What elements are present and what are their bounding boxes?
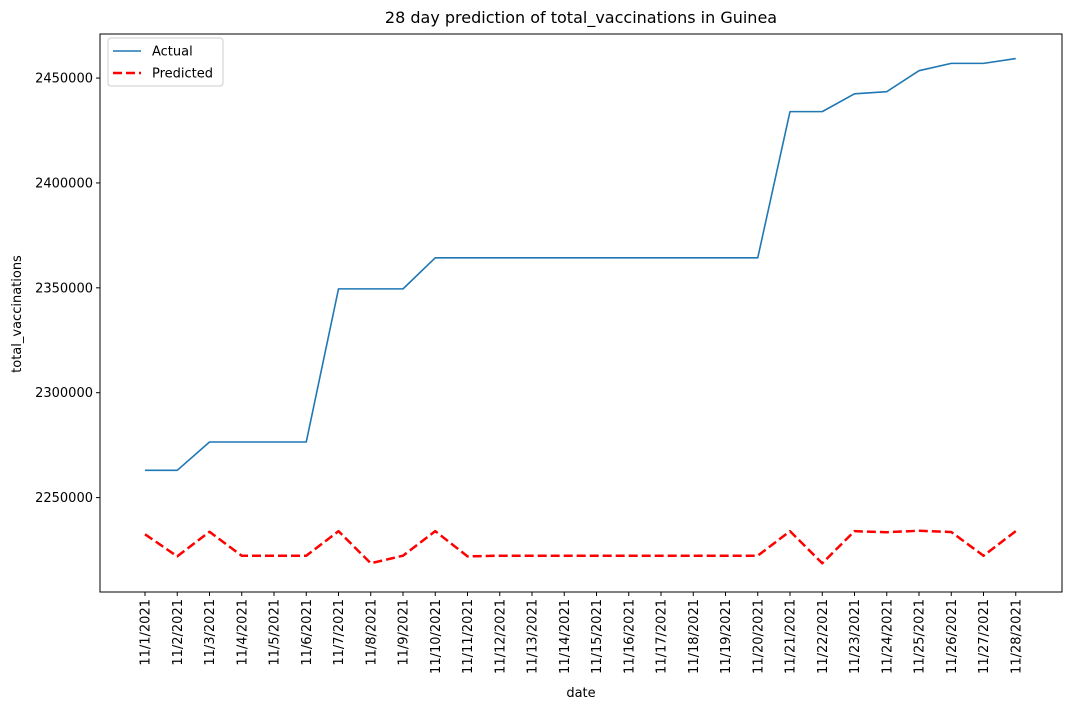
series-line-predicted: [144, 529, 1017, 565]
x-tick-label: 11/13/2021: [526, 599, 541, 674]
x-tick-label: 11/14/2021: [558, 599, 573, 674]
x-tick-label: 11/20/2021: [751, 599, 766, 674]
x-tick-label: 11/12/2021: [493, 599, 508, 674]
y-tick-label: 2400000: [35, 176, 93, 191]
y-tick-label: 2350000: [35, 281, 93, 296]
x-tick-label: 11/24/2021: [880, 599, 895, 674]
x-tick-label: 11/26/2021: [945, 599, 960, 674]
x-tick-label: 11/5/2021: [268, 599, 283, 666]
plot-frame: [99, 33, 1063, 593]
y-tick-label: 2250000: [35, 491, 93, 506]
x-tick-label: 11/23/2021: [848, 599, 863, 674]
x-tick-label: 11/15/2021: [590, 599, 605, 674]
x-tick-label: 11/2/2021: [171, 599, 186, 666]
x-tick-label: 11/28/2021: [1009, 599, 1024, 674]
x-tick-label: 11/27/2021: [977, 599, 992, 674]
x-tick-label: 11/10/2021: [429, 599, 444, 674]
legend-box: [107, 37, 224, 87]
legend-label-actual: Actual: [152, 45, 193, 60]
y-axis-label: total_vaccinations: [10, 255, 25, 373]
x-tick-label: 11/18/2021: [687, 599, 702, 674]
x-tick-label: 11/17/2021: [655, 599, 670, 674]
x-tick-label: 11/19/2021: [719, 599, 734, 674]
plot-area: 2250000 2300000 2350000 2400000 2450000 11/1/…: [35, 33, 1063, 674]
x-tick-label: 11/22/2021: [816, 599, 831, 674]
x-tick-label: 11/4/2021: [235, 599, 250, 666]
x-tick-label: 11/25/2021: [913, 599, 928, 674]
x-tick-label: 11/6/2021: [300, 599, 315, 666]
x-tick-label: 11/9/2021: [397, 599, 412, 666]
x-tick-label: 11/3/2021: [203, 599, 218, 666]
x-tick-label: 11/16/2021: [622, 599, 637, 674]
x-tick-label: 11/11/2021: [461, 599, 476, 674]
x-tick-label: 11/21/2021: [784, 599, 799, 674]
chart-title: 28 day prediction of total_vaccinations …: [385, 8, 777, 28]
legend: Actual Predicted: [107, 37, 224, 87]
y-tick-label: 2300000: [35, 386, 93, 401]
x-tick-label: 11/1/2021: [139, 599, 154, 666]
legend-label-predicted: Predicted: [152, 67, 213, 82]
y-tick-label: 2450000: [35, 72, 93, 87]
x-axis-label: date: [566, 686, 595, 701]
x-tick-label: 11/8/2021: [364, 599, 379, 666]
x-tick-label: 11/7/2021: [332, 599, 347, 666]
series-line-actual: [145, 57, 1016, 472]
